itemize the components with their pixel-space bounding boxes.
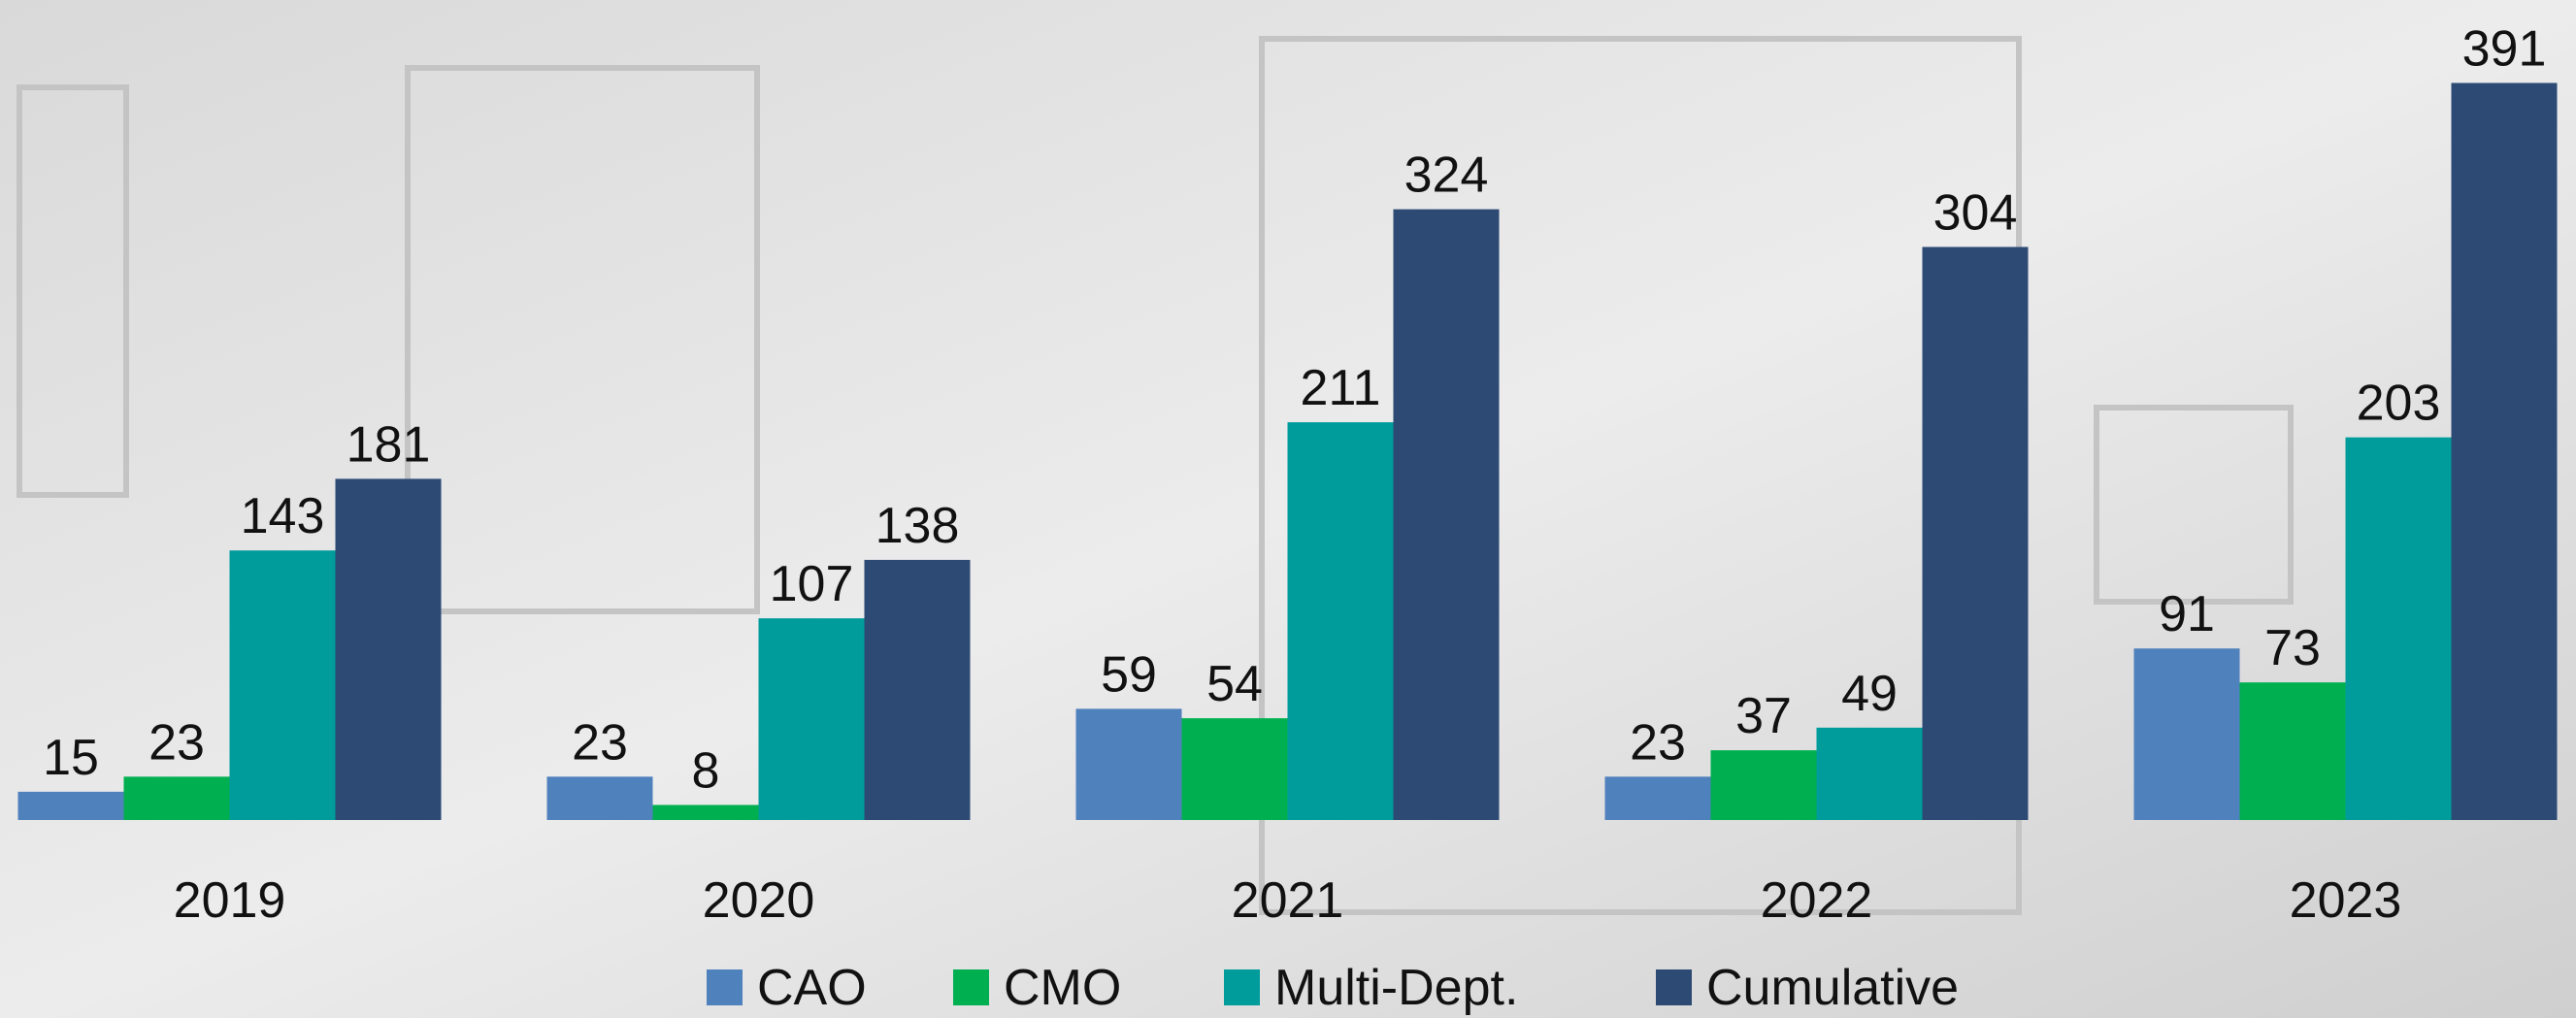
x-tick-label: 2019 bbox=[174, 872, 286, 929]
bar bbox=[123, 776, 230, 820]
bar bbox=[1710, 750, 1817, 820]
bar bbox=[1075, 708, 1182, 820]
data-label: 59 bbox=[1101, 646, 1157, 703]
data-label: 23 bbox=[572, 714, 628, 771]
legend-swatch bbox=[1656, 969, 1692, 1005]
data-label: 391 bbox=[2462, 20, 2547, 77]
data-label: 49 bbox=[1841, 666, 1898, 722]
x-tick-label: 2022 bbox=[1761, 872, 1873, 929]
data-label: 143 bbox=[241, 488, 325, 544]
x-tick-label: 2020 bbox=[703, 872, 815, 929]
legend-swatch bbox=[953, 969, 989, 1005]
bar bbox=[17, 791, 124, 820]
data-label: 211 bbox=[1301, 360, 1381, 416]
data-label: 203 bbox=[2357, 376, 2441, 432]
bar bbox=[2345, 437, 2452, 820]
data-label: 138 bbox=[875, 498, 960, 554]
data-label: 91 bbox=[2159, 586, 2215, 642]
x-tick-label: 2023 bbox=[2290, 872, 2402, 929]
bar bbox=[229, 550, 336, 820]
legend-label: Cumulative bbox=[1706, 960, 1959, 1016]
legend-label: CMO bbox=[1004, 960, 1121, 1016]
data-label: 15 bbox=[43, 730, 99, 786]
x-tick-label: 2021 bbox=[1232, 872, 1344, 929]
bar bbox=[1922, 246, 2029, 821]
bar bbox=[335, 478, 442, 820]
data-label: 73 bbox=[2264, 620, 2321, 676]
bar bbox=[1604, 776, 1711, 820]
bar bbox=[1287, 422, 1394, 820]
legend-label: Multi-Dept. bbox=[1274, 960, 1518, 1016]
bar bbox=[864, 559, 971, 820]
data-label: 107 bbox=[770, 556, 854, 612]
bar bbox=[2451, 82, 2558, 821]
bar bbox=[758, 618, 865, 820]
data-label: 324 bbox=[1404, 148, 1489, 204]
bar bbox=[1393, 209, 1500, 820]
bar bbox=[1816, 727, 1923, 820]
data-label: 54 bbox=[1206, 656, 1263, 712]
legend-label: CAO bbox=[757, 960, 867, 1016]
bar bbox=[652, 805, 759, 820]
legend-swatch bbox=[1224, 969, 1260, 1005]
bar bbox=[546, 776, 653, 820]
bar bbox=[1181, 718, 1288, 820]
data-label: 8 bbox=[692, 742, 720, 799]
bar bbox=[2239, 682, 2346, 820]
data-label: 23 bbox=[1630, 714, 1686, 771]
data-label: 181 bbox=[347, 416, 431, 473]
data-label: 23 bbox=[149, 714, 205, 771]
bar bbox=[2133, 648, 2240, 820]
legend-swatch bbox=[707, 969, 743, 1005]
data-label: 304 bbox=[1933, 184, 2018, 241]
data-label: 37 bbox=[1735, 688, 1792, 744]
